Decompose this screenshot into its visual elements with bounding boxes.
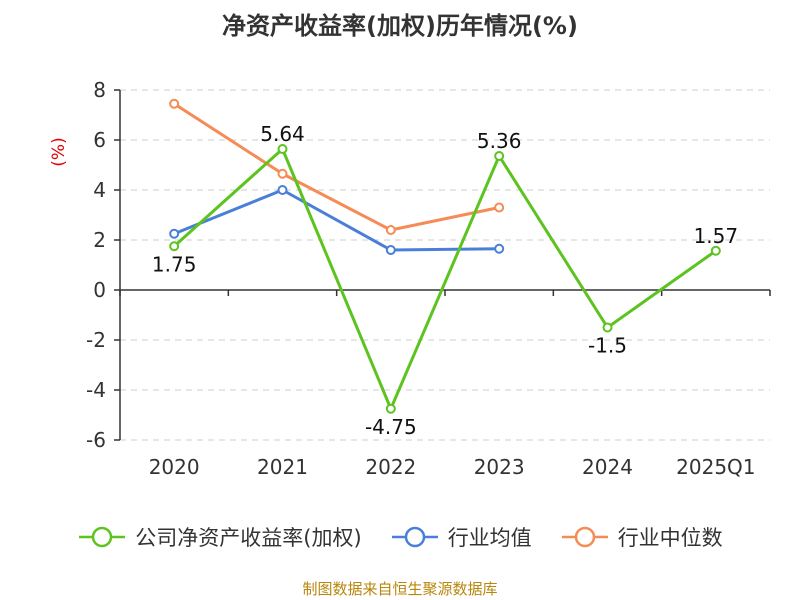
series-point [169, 241, 180, 252]
legend-swatch-icon [561, 526, 608, 548]
x-tick-label: 2022 [365, 455, 416, 479]
series-point [385, 245, 396, 255]
series-point [277, 168, 288, 179]
y-axis-label: (%) [49, 137, 69, 166]
x-tick-label: 2020 [149, 455, 200, 479]
label-layer: 1.75 5.64 -4.75 5.36 -1.5 1.57 [152, 122, 738, 439]
series-point [494, 151, 505, 161]
series-layer [169, 98, 721, 414]
data-label: 1.75 [152, 252, 197, 276]
data-label: -1.5 [588, 334, 627, 358]
legend-label: 行业中位数 [617, 526, 723, 550]
y-tick-label: -6 [86, 428, 106, 452]
legend-label: 行业均值 [447, 526, 532, 550]
series-point [169, 98, 180, 109]
legend-swatch-icon [391, 526, 438, 548]
grid-layer [120, 89, 770, 441]
series-line [173, 188, 500, 252]
y-tick-label: 8 [93, 78, 106, 102]
x-tick-label: 2023 [474, 455, 525, 479]
series-line [173, 147, 717, 411]
data-label: 5.36 [477, 129, 522, 153]
footer-source: 制图数据来自恒生聚源数据库 [302, 580, 498, 598]
x-tick-label: 2021 [257, 455, 308, 479]
y-tick-label: -2 [86, 328, 106, 352]
series-point [710, 245, 721, 256]
series-point [277, 185, 288, 195]
series-point [494, 243, 505, 254]
chart-title: 净资产收益率(加权)历年情况(%) [222, 12, 578, 40]
chart-plot: 8 6 4 2 0 -2 -4 -6 2020 2021 2022 2023 2024 2025Q1 1.… [49, 78, 771, 479]
y-tick-label: 2 [93, 228, 106, 252]
series-point [277, 144, 288, 154]
series-point [494, 202, 505, 213]
y-tick-label: 6 [93, 128, 106, 152]
y-tick-label: 0 [93, 278, 106, 302]
y-tick-label: 4 [93, 178, 106, 202]
series-line [173, 102, 500, 232]
x-tick-label: 2025Q1 [676, 455, 755, 479]
x-tick-label: 2024 [582, 455, 633, 479]
legend-item[interactable]: 行业均值 [390, 522, 532, 552]
legend-label: 公司净资产收益率(加权) [135, 526, 362, 550]
data-label: -4.75 [365, 415, 417, 439]
data-label: 1.57 [694, 224, 739, 248]
legend: 公司净资产收益率(加权) 行业均值 行业中位数 [0, 522, 800, 552]
series-point [385, 403, 396, 414]
legend-item[interactable]: 行业中位数 [560, 522, 723, 552]
axis-layer: 8 6 4 2 0 -2 -4 -6 2020 2021 2022 2023 2024 2025Q1 [86, 78, 771, 479]
series-point [385, 225, 396, 235]
data-label: 5.64 [260, 122, 305, 146]
legend-item[interactable]: 公司净资产收益率(加权) [77, 522, 362, 552]
series-point [169, 228, 180, 239]
series-point [602, 322, 613, 333]
legend-swatch-icon [79, 526, 126, 548]
y-tick-label: -4 [86, 378, 106, 402]
